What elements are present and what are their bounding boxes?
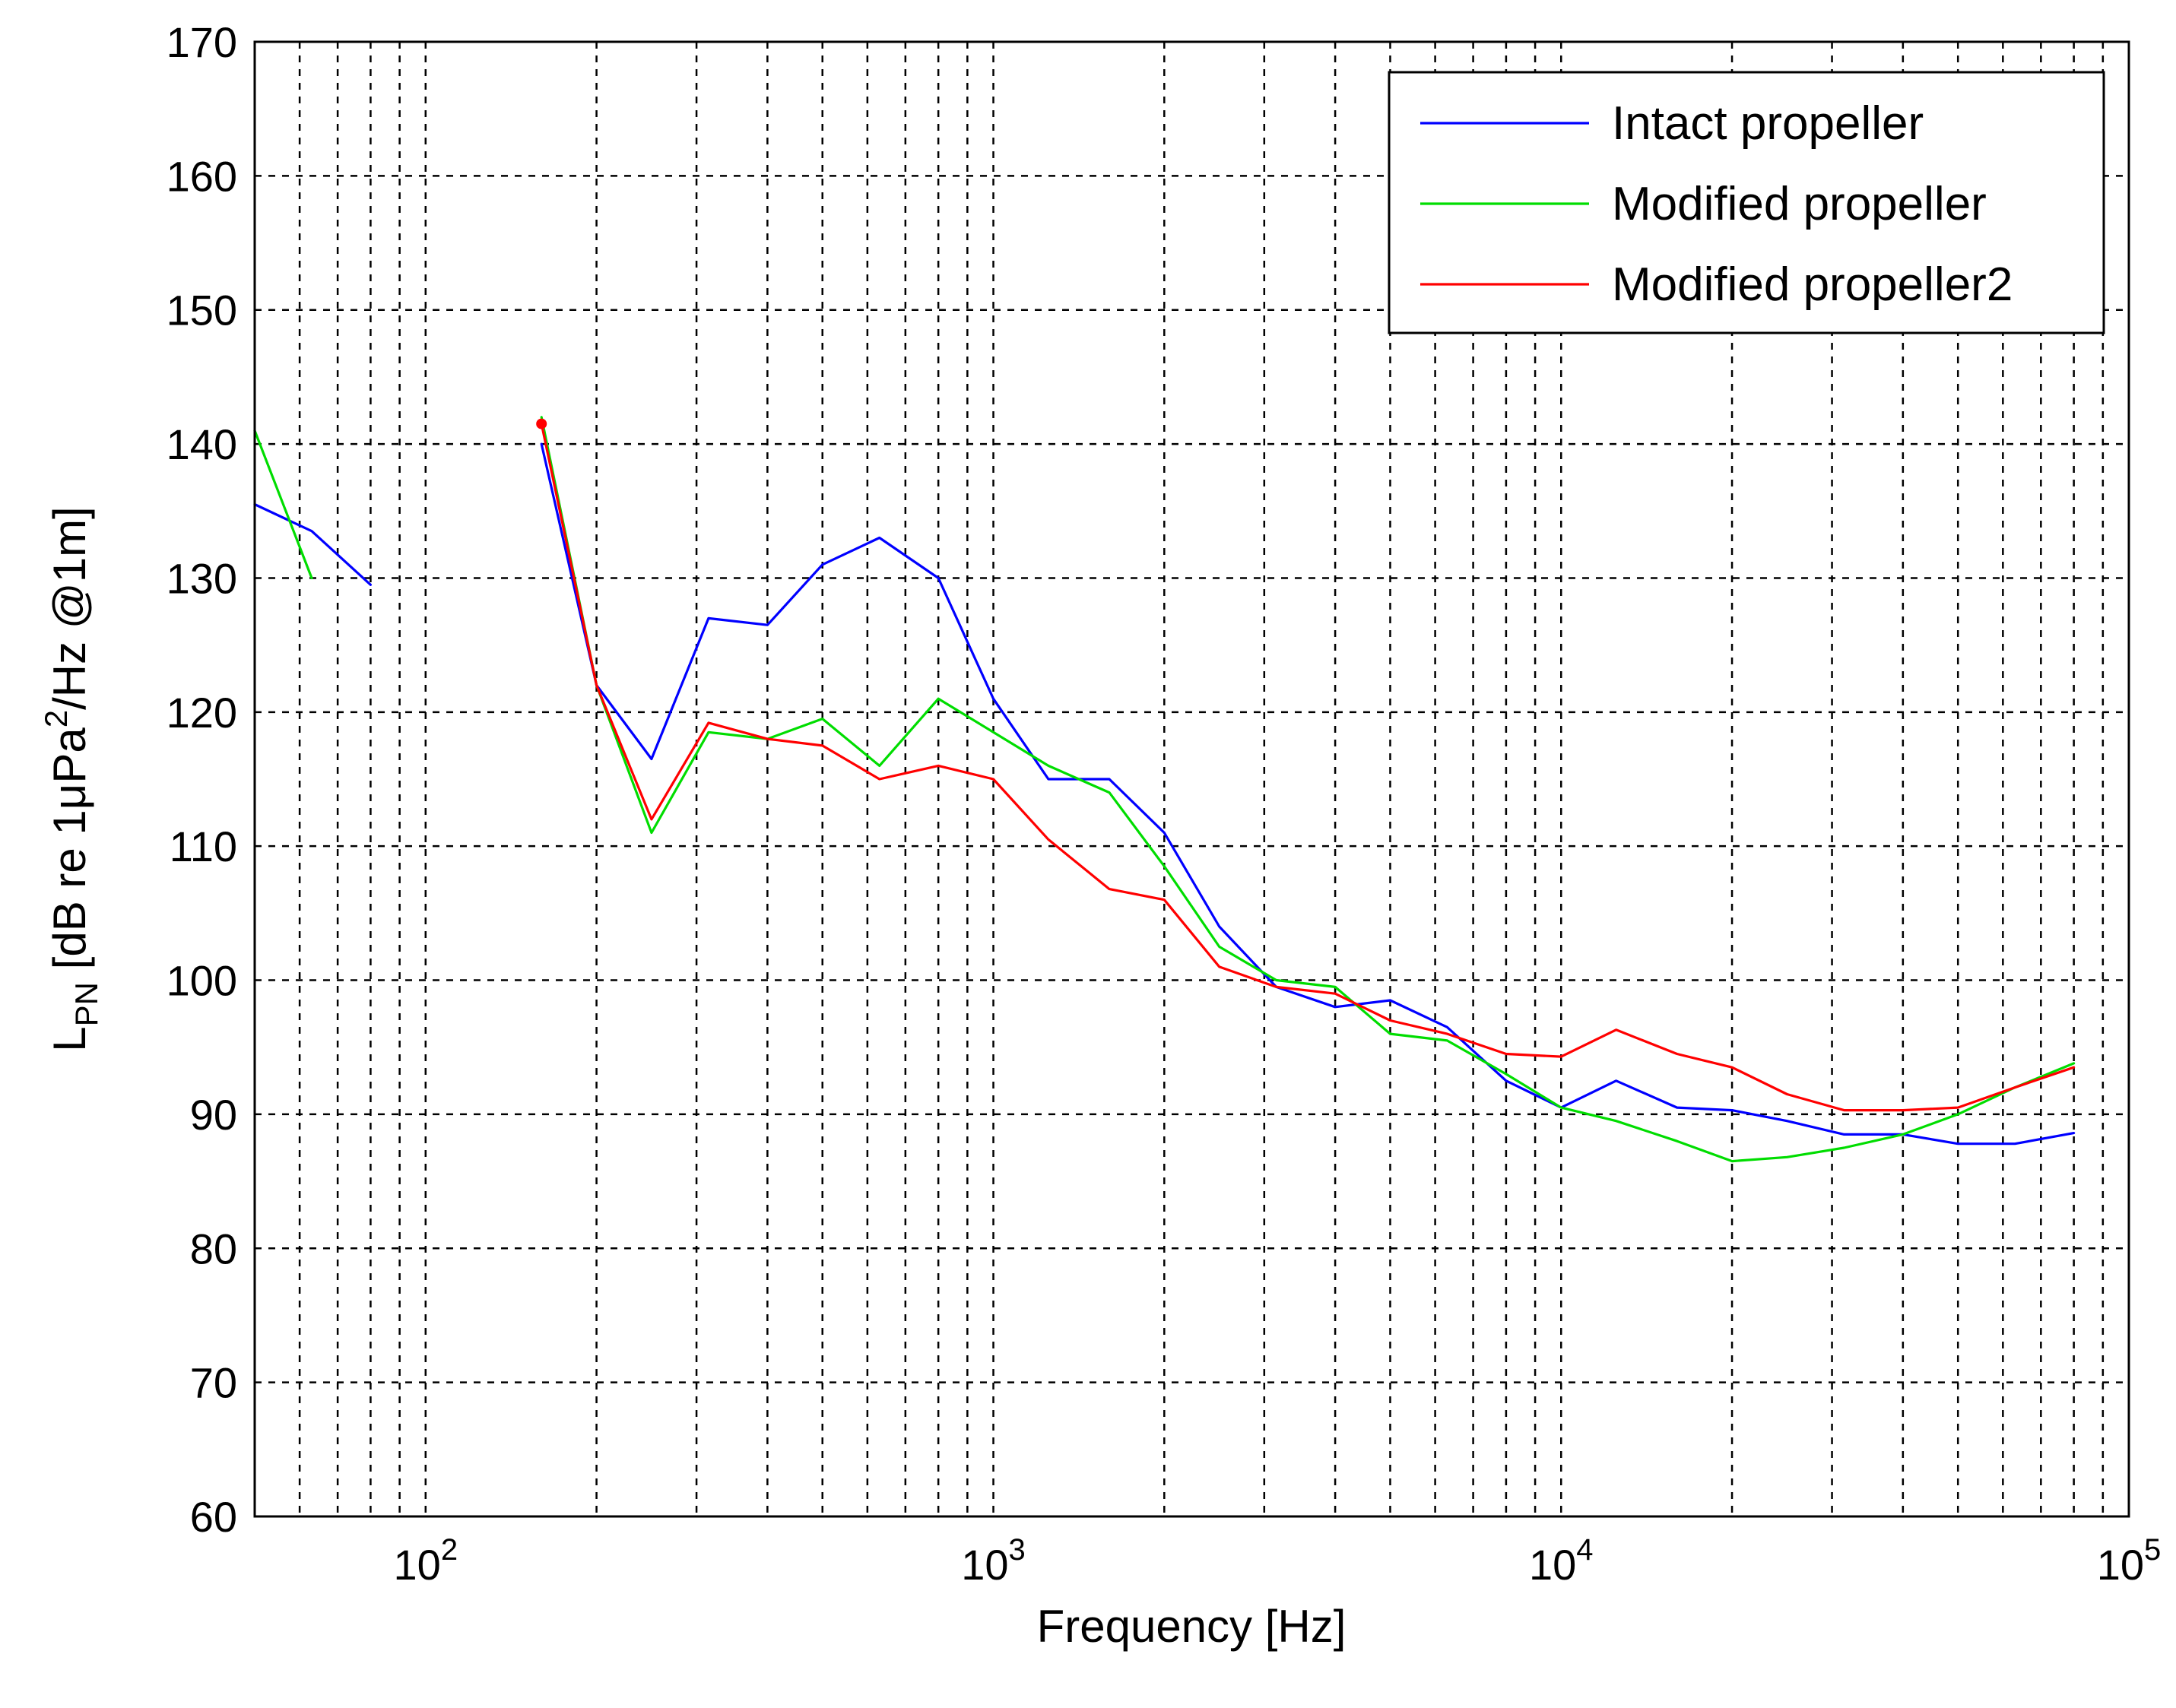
y-label-main: L bbox=[44, 1026, 95, 1051]
legend-label: Modified propeller2 bbox=[1612, 258, 2013, 311]
y-tick-label: 120 bbox=[167, 689, 237, 737]
y-tick-label: 100 bbox=[167, 957, 237, 1005]
y-tick-label: 130 bbox=[167, 554, 237, 602]
y-label-rest1: [dB re 1 bbox=[44, 810, 95, 982]
series-layer bbox=[253, 416, 2076, 1163]
y-tick-label: 110 bbox=[170, 822, 237, 870]
y-tick-label: 60 bbox=[190, 1493, 237, 1541]
y-label-sup: 2 bbox=[38, 710, 74, 727]
y-tick-label: 70 bbox=[190, 1359, 237, 1407]
y-tick-label: 90 bbox=[190, 1091, 237, 1139]
marker-point bbox=[536, 418, 547, 429]
y-tick-label: 150 bbox=[167, 287, 237, 334]
y-tick-label: 140 bbox=[167, 420, 237, 468]
y-label-mu: μ bbox=[44, 784, 95, 810]
x-axis-ticks: 102 103 104 105 bbox=[394, 1533, 2162, 1589]
y-tick-label: 160 bbox=[167, 152, 237, 200]
y-axis-label: LPN [dB re 1μPa2/Hz @1m] bbox=[38, 506, 104, 1051]
y-label-sub: PN bbox=[68, 982, 104, 1026]
series-line-2 bbox=[540, 416, 2076, 1163]
x-tick-label: 104 bbox=[1529, 1533, 1594, 1589]
y-tick-label: 170 bbox=[167, 18, 237, 66]
y-axis-label-text: LPN [dB re 1μPa2/Hz @1m] bbox=[38, 506, 104, 1051]
legend-label: Intact propeller bbox=[1612, 97, 1924, 150]
y-label-rest2: Pa bbox=[44, 727, 95, 784]
y-tick-label: 80 bbox=[190, 1225, 237, 1272]
x-tick-label: 105 bbox=[2097, 1533, 2162, 1589]
x-axis-label: Frequency [Hz] bbox=[1037, 1601, 1347, 1652]
legend: Intact propeller Modified propeller Modifi… bbox=[1388, 71, 2105, 334]
y-label-rest3: /Hz @1m] bbox=[44, 506, 95, 710]
x-tick-label: 103 bbox=[961, 1533, 1026, 1589]
series-line-1 bbox=[540, 442, 2076, 1146]
plot-frame bbox=[253, 40, 2130, 1518]
y-axis-ticks: 60 70 80 90 100 110 120 130 140 150 160 170 bbox=[167, 18, 237, 1541]
series-line-2 bbox=[253, 429, 313, 580]
x-tick-label: 102 bbox=[394, 1533, 458, 1589]
series-line-3 bbox=[540, 422, 2076, 1112]
legend-label: Modified propeller bbox=[1612, 178, 1987, 230]
